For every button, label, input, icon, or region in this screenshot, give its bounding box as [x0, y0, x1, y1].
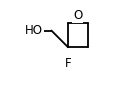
- Text: F: F: [65, 57, 71, 70]
- Text: HO: HO: [25, 24, 43, 37]
- Text: O: O: [73, 9, 82, 22]
